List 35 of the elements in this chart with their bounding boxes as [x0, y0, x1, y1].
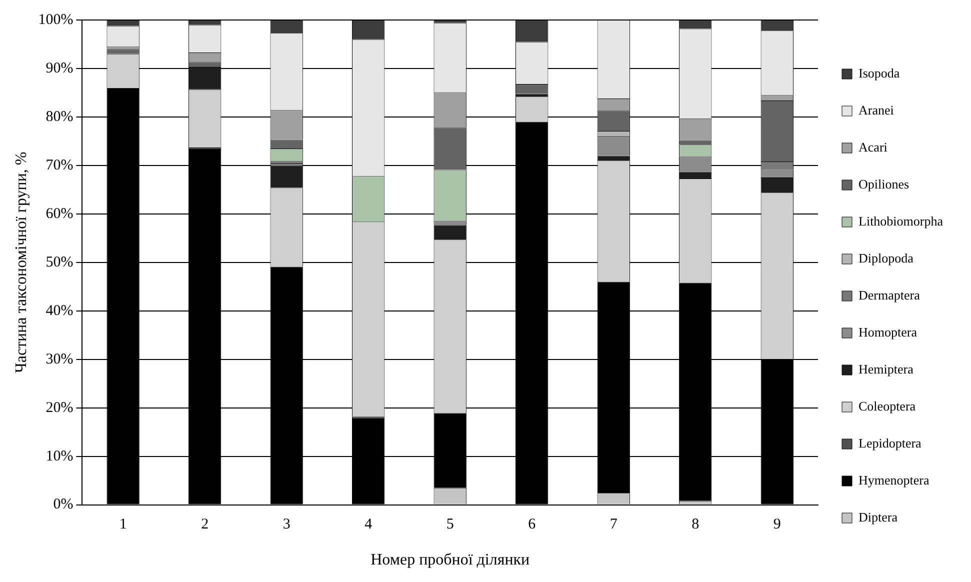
y-tick-label: 100%: [38, 12, 74, 28]
x-tick-label: 9: [773, 516, 781, 533]
y-tick-label: 70%: [46, 157, 74, 174]
legend-label: Diplopoda: [858, 250, 914, 266]
y-tick-label: 50%: [46, 254, 74, 270]
x-tick-label: 7: [610, 516, 618, 533]
legend-label: Diptera: [858, 509, 898, 524]
x-tick-label: 8: [692, 516, 700, 533]
x-tick-label: 2: [201, 516, 209, 533]
legend-label: Opiliones: [858, 176, 910, 192]
legend-label: Hymenoptera: [858, 472, 930, 488]
legend-label: Homoptera: [858, 324, 918, 340]
x-axis-title: Номер пробної ділянки: [370, 552, 530, 569]
x-tick-label: 6: [528, 516, 536, 533]
legend-label: Hemiptera: [858, 361, 914, 376]
legend-label: Lithobiomorpha: [858, 213, 944, 228]
x-tick-label: 4: [364, 516, 373, 533]
x-tick-label: 1: [119, 516, 127, 533]
y-tick-label: 80%: [46, 108, 74, 125]
y-tick-label: 20%: [46, 400, 74, 416]
y-tick-label: 0%: [53, 496, 74, 513]
legend-label: Isopoda: [858, 65, 900, 80]
legend-label: Aranei: [858, 102, 894, 118]
y-tick-label: 30%: [46, 351, 74, 368]
y-tick-label: 90%: [46, 60, 74, 76]
legend-label: Dermaptera: [858, 287, 920, 302]
y-axis-title: Частина таксономічної групи, %: [12, 152, 30, 374]
x-tick-label: 3: [282, 516, 290, 533]
legend-label: Coleoptera: [858, 398, 916, 414]
y-tick-label: 60%: [46, 206, 74, 222]
legend-label: Acari: [858, 139, 888, 154]
y-tick-label: 40%: [46, 302, 74, 319]
legend-label: Lepidoptera: [858, 435, 922, 450]
x-tick-label: 5: [446, 516, 454, 533]
y-tick-label: 10%: [46, 448, 74, 464]
